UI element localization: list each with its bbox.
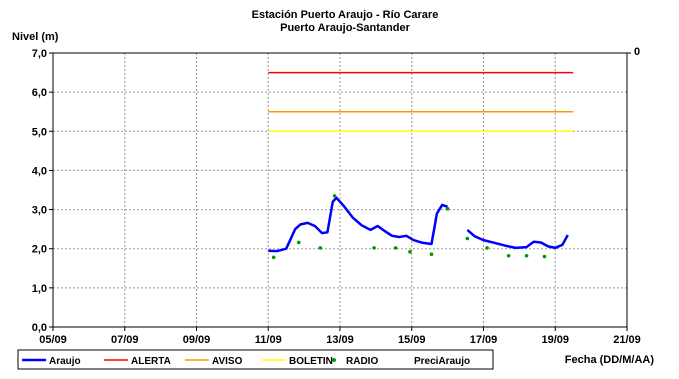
araujo-series [268, 196, 569, 253]
y-tick-label: 4,0 [32, 165, 47, 177]
x-axis-label: Fecha (DD/M/AA) [565, 354, 655, 366]
radio-series [271, 194, 547, 260]
radio-point [408, 250, 412, 254]
x-tick-label: 19/09 [541, 334, 569, 346]
radio-point [524, 253, 529, 258]
radio-point [506, 253, 511, 258]
x-tick-label: 05/09 [39, 334, 67, 346]
legend-entry-preciaraujo: PreciAraujo [414, 356, 470, 367]
grid-lines [49, 52, 631, 331]
araujo-line [268, 196, 449, 253]
legend-entry-aviso: AVISO [212, 356, 243, 367]
radio-point [372, 246, 376, 250]
radio-point [445, 206, 450, 211]
radio-point [332, 194, 337, 198]
x-tick-label: 17/09 [470, 334, 498, 346]
chart-subtitle: Puerto Araujo-Santander [280, 22, 410, 34]
radio-point [393, 246, 398, 250]
x-tick-labels: 05/09 07/09 09/09 11/09 13/09 15/09 17/09 19/09… [39, 334, 641, 346]
y2-tick-label: 0 [634, 46, 640, 58]
legend-entry-alerta: ALERTA [131, 356, 171, 367]
radio-point [465, 236, 470, 241]
x-tick-label: 07/09 [111, 334, 139, 346]
radio-point [485, 246, 489, 250]
radio-point [318, 246, 323, 250]
legend-entry-araujo: Araujo [49, 356, 81, 367]
x-tick-label: 15/09 [398, 334, 426, 346]
y-tick-label: 5,0 [32, 126, 47, 138]
legend-entry-boletin: BOLETIN [289, 356, 333, 367]
y-tick-label: 2,0 [32, 244, 47, 256]
araujo-line [466, 228, 569, 250]
radio-point [296, 240, 301, 245]
y-tick-labels: 0,0 1,0 2,0 3,0 4,0 5,0 6,0 7,0 [32, 48, 47, 334]
x-tick-label: 11/09 [255, 334, 282, 346]
x-tick-label: 21/09 [613, 334, 641, 346]
plot-area [52, 52, 628, 328]
radio-point [429, 252, 434, 256]
y-tick-label: 6,0 [32, 87, 47, 99]
chart-title: Estación Puerto Araujo - Río Carare [252, 9, 439, 21]
y-tick-label: 3,0 [32, 205, 47, 217]
legend-box [17, 349, 494, 370]
legend-swatch-radio [332, 358, 336, 362]
x-tick-label: 09/09 [183, 334, 211, 346]
radio-point [271, 255, 276, 260]
y-tick-label: 0,0 [32, 322, 47, 334]
threshold-lines [268, 71, 574, 133]
legend-entry-radio: RADIO [346, 356, 378, 367]
y-tick-label: 7,0 [32, 48, 47, 60]
legend: Araujo ALERTA AVISO BOLETIN RADIO PreciAraujo [22, 356, 470, 367]
y-axis-label: Nivel (m) [12, 31, 59, 43]
y-tick-label: 1,0 [32, 283, 47, 295]
x-tick-label: 13/09 [326, 334, 354, 346]
radio-point [542, 254, 547, 259]
